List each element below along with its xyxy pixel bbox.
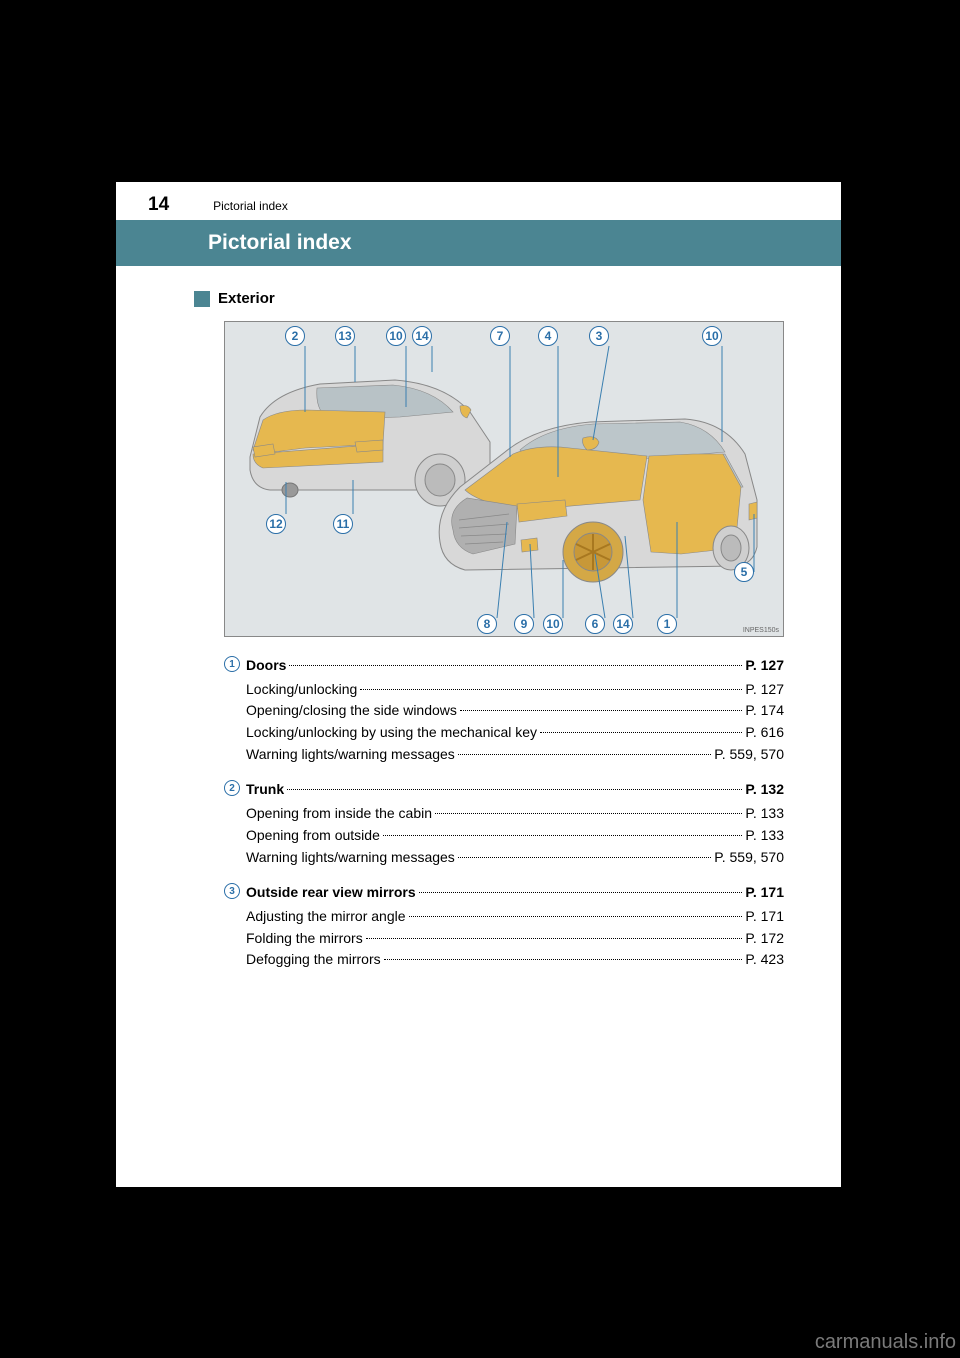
callout-10: 10 <box>386 326 406 346</box>
leader-dots <box>384 949 743 960</box>
entry-sub-line: Folding the mirrors P. 172 <box>246 928 784 950</box>
callout-4: 4 <box>538 326 558 346</box>
entry-line: Trunk P. 132 <box>246 779 784 801</box>
entry-page: P. 127 <box>745 655 784 677</box>
entry-block: 1DoorsP. 127Locking/unlockingP. 127Openi… <box>224 655 784 765</box>
leader-dots <box>458 847 711 858</box>
entry-sub-label: Warning lights/warning messages <box>246 744 455 766</box>
callout-7: 7 <box>490 326 510 346</box>
entry-sub-label: Opening from inside the cabin <box>246 803 432 825</box>
entry-sub-line: Opening/closing the side windows P. 174 <box>246 700 784 722</box>
entry-sub-line: Opening from outside P. 133 <box>246 825 784 847</box>
leader-dots <box>458 744 711 755</box>
entry-sub-label: Adjusting the mirror angle <box>246 906 406 928</box>
diagram-code: INPES150s <box>743 627 779 634</box>
page-number: 14 <box>148 194 169 216</box>
entry-sub-page: P. 127 <box>745 679 784 701</box>
header-section-name: Pictorial index <box>213 199 288 213</box>
entry-number-icon: 3 <box>224 883 240 899</box>
leader-dots <box>435 803 742 814</box>
car-svg <box>225 322 784 637</box>
leader-dots <box>289 655 742 666</box>
entry-sub-page: P. 133 <box>745 825 784 847</box>
entry-label: Doors <box>246 655 286 677</box>
callout-10: 10 <box>543 614 563 634</box>
entry-page: P. 171 <box>745 882 784 904</box>
callout-1: 1 <box>657 614 677 634</box>
section-header: Exterior <box>194 290 841 307</box>
entry-sub-page: P. 559, 570 <box>714 744 784 766</box>
entry-sub-page: P. 559, 570 <box>714 847 784 869</box>
leader-dots <box>366 928 743 939</box>
entry-line: Doors P. 127 <box>246 655 784 677</box>
manual-page: 14 Pictorial index Pictorial index Exter… <box>116 182 841 1187</box>
index-entries: 1DoorsP. 127Locking/unlockingP. 127Openi… <box>224 655 784 971</box>
entry-sub-page: P. 423 <box>745 949 784 971</box>
callout-14: 14 <box>613 614 633 634</box>
callout-2: 2 <box>285 326 305 346</box>
entry-number-icon: 2 <box>224 780 240 796</box>
entry-sub-page: P. 616 <box>745 722 784 744</box>
entry-sub-line: Adjusting the mirror angle P. 171 <box>246 906 784 928</box>
leader-dots <box>419 882 743 893</box>
entry-sub-label: Warning lights/warning messages <box>246 847 455 869</box>
leader-dots <box>360 679 742 690</box>
entry-first-line: 1 Doors P. 127 <box>224 655 784 677</box>
entry-line: Outside rear view mirrors P. 171 <box>246 882 784 904</box>
entry-sub-line: Locking/unlocking by using the mechanica… <box>246 722 784 744</box>
entry-number-icon: 1 <box>224 656 240 672</box>
entry-block: 3Outside rear view mirrorsP. 171Adjustin… <box>224 882 784 971</box>
entry-label: Trunk <box>246 779 284 801</box>
title-bar: Pictorial index <box>116 220 841 266</box>
diagram-container: 2 13 10 14 7 4 3 10 12 11 89 10 6 14 1 5 INPES150s <box>224 321 784 637</box>
entry-sub-label: Locking/unlocking by using the mechanica… <box>246 722 537 744</box>
callout-12: 12 <box>266 514 286 534</box>
entry-page: P. 132 <box>745 779 784 801</box>
entry-sub-page: P. 172 <box>745 928 784 950</box>
entry-sub-label: Locking/unlocking <box>246 679 357 701</box>
section-marker-icon <box>194 291 210 307</box>
callout-10: 10 <box>702 326 722 346</box>
callout-11: 11 <box>333 514 353 534</box>
entry-sub-line: Warning lights/warning messages P. 559, 5… <box>246 744 784 766</box>
entry-sub-label: Opening from outside <box>246 825 380 847</box>
callout-9: 9 <box>514 614 534 634</box>
entry-sub-page: P. 133 <box>745 803 784 825</box>
callout-14: 14 <box>412 326 432 346</box>
page-header: 14 Pictorial index <box>116 182 841 220</box>
entry-sub-label: Folding the mirrors <box>246 928 363 950</box>
entry-block: 2TrunkP. 132Opening from inside the cabi… <box>224 779 784 868</box>
entry-sub-page: P. 171 <box>745 906 784 928</box>
callout-8: 8 <box>477 614 497 634</box>
entry-label: Outside rear view mirrors <box>246 882 416 904</box>
leader-dots <box>540 722 742 733</box>
callout-6: 6 <box>585 614 605 634</box>
leader-dots <box>287 779 742 790</box>
callout-5: 5 <box>734 562 754 582</box>
entry-sub-label: Opening/closing the side windows <box>246 700 457 722</box>
entry-sub-line: Warning lights/warning messages P. 559, 5… <box>246 847 784 869</box>
title-text: Pictorial index <box>208 231 352 255</box>
callout-3: 3 <box>589 326 609 346</box>
entry-sub-line: Locking/unlocking P. 127 <box>246 679 784 701</box>
entry-first-line: 2 Trunk P. 132 <box>224 779 784 801</box>
entry-first-line: 3 Outside rear view mirrors P. 171 <box>224 882 784 904</box>
leader-dots <box>409 906 743 917</box>
watermark: carmanuals.info <box>815 1331 956 1354</box>
leader-dots <box>460 700 742 711</box>
entry-sub-line: Defogging the mirrors P. 423 <box>246 949 784 971</box>
callout-13: 13 <box>335 326 355 346</box>
entry-sub-label: Defogging the mirrors <box>246 949 381 971</box>
entry-sub-page: P. 174 <box>745 700 784 722</box>
entry-sub-line: Opening from inside the cabin P. 133 <box>246 803 784 825</box>
leader-dots <box>383 825 742 836</box>
section-label: Exterior <box>218 290 275 307</box>
car-diagram: 2 13 10 14 7 4 3 10 12 11 89 10 6 14 1 5 INPES150s <box>224 321 784 637</box>
